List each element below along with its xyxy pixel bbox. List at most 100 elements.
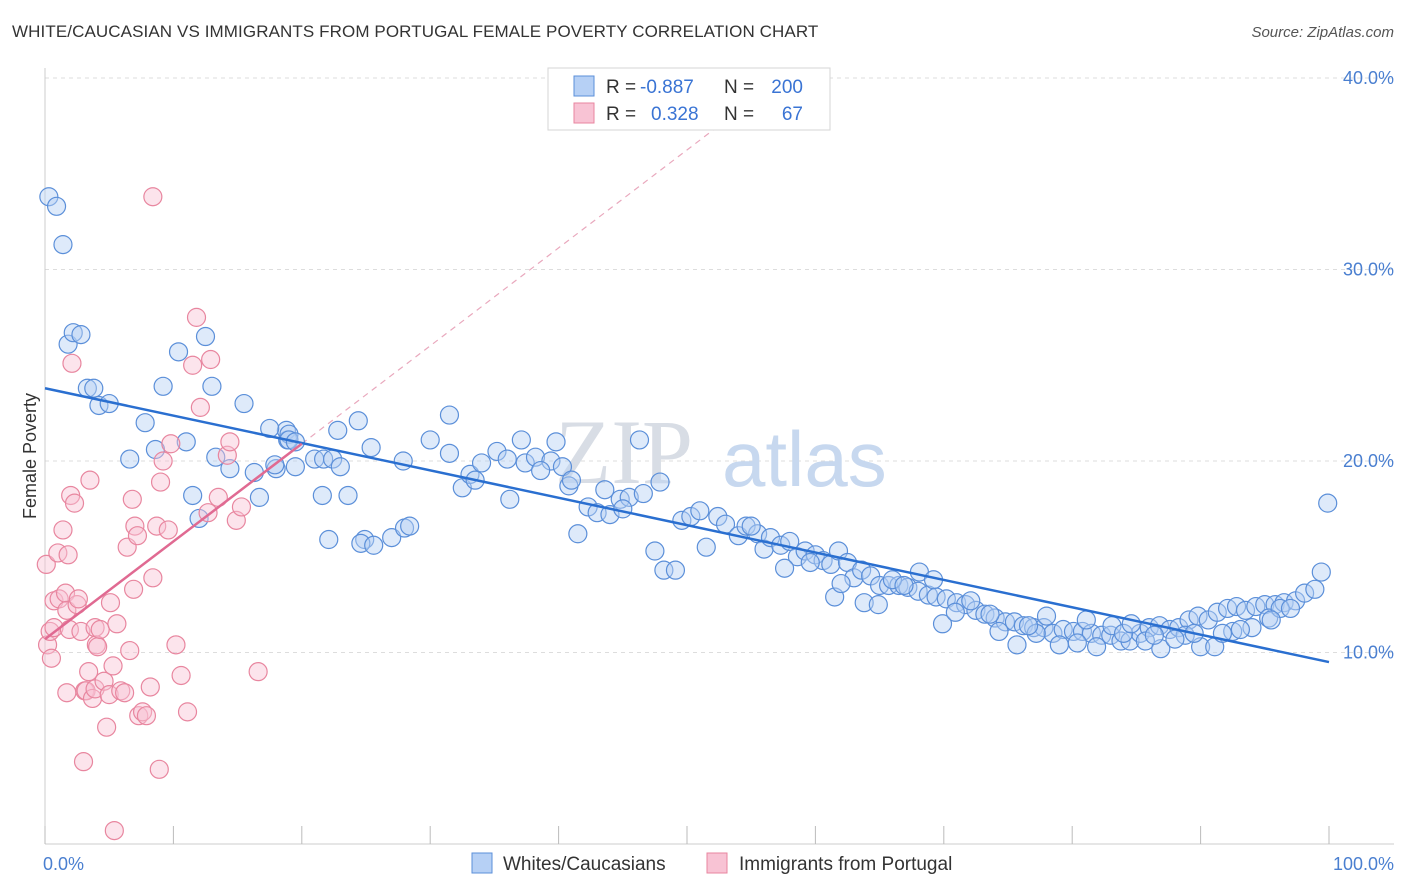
point-whites: [854, 593, 874, 613]
point-portugal: [90, 619, 110, 640]
point-portugal: [80, 470, 100, 490]
point-portugal: [129, 706, 149, 726]
point-whites: [741, 516, 761, 536]
point-whites: [58, 334, 78, 354]
stats-legend: R = -0.887 N = 200 R = 0.328 N = 67: [547, 67, 831, 131]
point-portugal: [220, 432, 240, 452]
point-portugal: [186, 307, 207, 327]
point-whites: [249, 487, 270, 507]
point-portugal: [231, 497, 252, 517]
legend-r-value-1: -0.887: [640, 77, 694, 98]
point-whites: [500, 489, 520, 509]
point-portugal: [158, 520, 178, 540]
point-portugal: [120, 640, 140, 661]
point-portugal: [44, 618, 64, 638]
point-whites: [471, 453, 492, 473]
point-whites: [945, 602, 965, 622]
point-whites: [1007, 635, 1027, 655]
point-whites: [393, 451, 413, 471]
point-whites: [645, 541, 665, 561]
point-portugal: [57, 683, 77, 703]
point-whites: [774, 558, 795, 578]
point-portugal: [100, 593, 121, 613]
point-portugal: [115, 683, 135, 703]
y-tick-label: 20.0%: [1343, 451, 1394, 471]
point-portugal: [122, 489, 142, 509]
point-whites: [696, 537, 716, 557]
bottom-legend-swatch-pink: [706, 852, 728, 874]
point-portugal: [136, 706, 157, 726]
legend-swatch-pink: [573, 102, 595, 124]
point-whites: [183, 485, 203, 506]
point-whites: [894, 575, 914, 596]
x-tick-label: 0.0%: [43, 854, 84, 874]
series-legend: Whites/Caucasians Immigrants from Portug…: [471, 852, 952, 875]
point-whites: [202, 376, 222, 396]
chart-title: WHITE/CAUCASIAN VS IMMIGRANTS FROM PORTU…: [12, 22, 819, 41]
point-portugal: [149, 759, 169, 779]
point-whites: [595, 480, 615, 500]
point-portugal: [166, 635, 186, 655]
point-whites: [497, 449, 517, 469]
point-whites: [918, 585, 938, 605]
point-whites: [1049, 635, 1069, 655]
legend-swatch-blue: [573, 75, 595, 97]
grid-lines: [45, 77, 1394, 653]
point-portugal: [127, 526, 148, 546]
point-whites: [153, 376, 173, 396]
point-whites: [552, 457, 573, 477]
point-whites: [541, 451, 561, 471]
point-portugal: [132, 702, 153, 722]
y-tick-label: 30.0%: [1343, 260, 1394, 280]
point-whites: [176, 432, 196, 452]
point-whites: [908, 581, 928, 601]
series-whites-points: [39, 187, 1338, 659]
point-whites: [956, 595, 976, 615]
y-tick-label: 10.0%: [1343, 643, 1394, 663]
point-portugal: [190, 397, 210, 417]
legend-r-label-2: R =: [606, 104, 636, 125]
point-whites: [568, 524, 588, 544]
point-whites: [1026, 623, 1046, 643]
point-portugal: [97, 717, 117, 737]
point-portugal: [140, 677, 160, 697]
point-whites: [1113, 623, 1134, 643]
point-whites: [168, 342, 189, 362]
source-label: Source: ZipAtlas.com: [1251, 24, 1394, 41]
point-portugal: [123, 579, 144, 599]
point-whites: [989, 621, 1009, 642]
point-portugal: [57, 600, 77, 620]
point-whites: [260, 418, 280, 439]
point-whites: [619, 487, 639, 507]
y-tick-label: 40.0%: [1343, 68, 1394, 88]
x-tick-label: 100.0%: [1333, 854, 1394, 874]
point-whites: [364, 535, 384, 555]
point-portugal: [143, 187, 163, 207]
legend-r-value-2: 0.328: [651, 104, 699, 125]
point-whites: [39, 187, 59, 207]
point-whites: [1261, 610, 1281, 630]
point-whites: [800, 552, 820, 573]
point-portugal: [143, 568, 163, 588]
watermark-atlas: atlas: [722, 415, 887, 503]
point-whites: [487, 441, 507, 462]
point-whites: [708, 506, 728, 527]
point-whites: [319, 529, 339, 550]
legend-n-label-1: N =: [724, 77, 754, 98]
point-whites: [515, 453, 535, 473]
point-portugal: [58, 545, 78, 565]
point-portugal: [64, 493, 85, 513]
watermark: ZIP atlas: [555, 401, 887, 503]
point-whites: [328, 420, 348, 440]
legend-r-label-1: R =: [606, 77, 636, 98]
point-whites: [382, 527, 402, 548]
point-whites: [439, 443, 460, 463]
point-whites: [46, 196, 67, 216]
point-whites: [1207, 602, 1227, 622]
point-whites: [654, 560, 674, 580]
pink-trend-extension: [301, 100, 752, 445]
point-portugal: [161, 434, 181, 454]
series-portugal-points: [36, 187, 268, 841]
point-portugal: [104, 820, 124, 841]
